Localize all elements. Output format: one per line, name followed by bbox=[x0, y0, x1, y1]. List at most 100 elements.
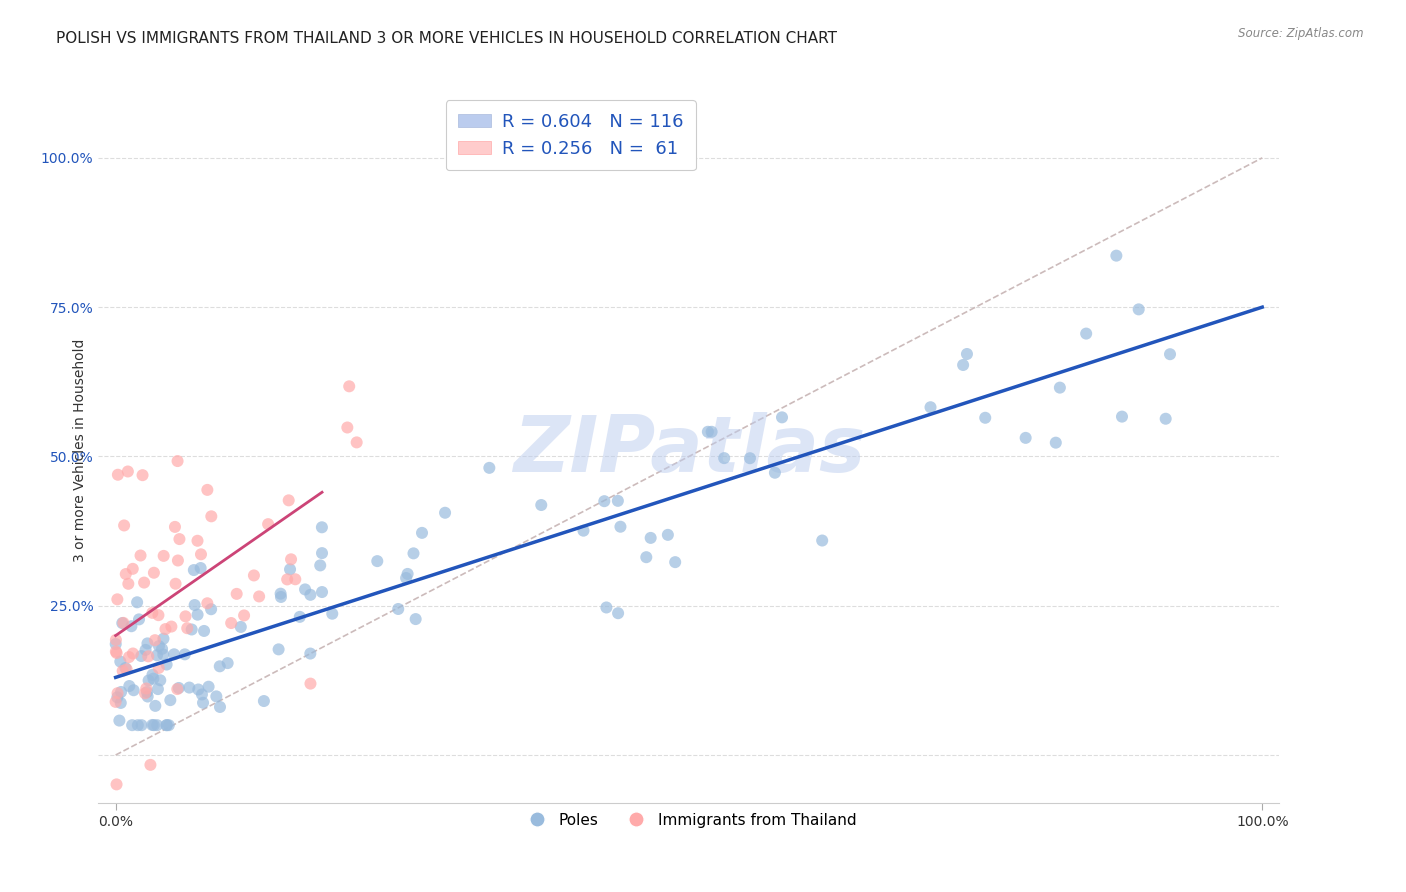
Point bbox=[530, 498, 553, 512]
Point bbox=[770, 410, 793, 425]
Point bbox=[1049, 381, 1071, 395]
Point bbox=[121, 562, 143, 576]
Point bbox=[179, 681, 201, 695]
Point bbox=[1014, 431, 1036, 445]
Point bbox=[336, 420, 359, 434]
Point bbox=[166, 454, 188, 468]
Point bbox=[136, 685, 159, 699]
Point bbox=[141, 667, 163, 681]
Point bbox=[136, 649, 159, 664]
Point bbox=[148, 608, 170, 623]
Point bbox=[763, 466, 786, 480]
Point bbox=[294, 582, 316, 597]
Point bbox=[160, 619, 183, 633]
Point bbox=[257, 517, 280, 532]
Point bbox=[225, 587, 247, 601]
Point bbox=[111, 616, 134, 631]
Point bbox=[129, 648, 152, 663]
Point bbox=[167, 681, 190, 695]
Point bbox=[311, 585, 333, 599]
Point bbox=[195, 483, 218, 497]
Point bbox=[152, 632, 174, 646]
Point bbox=[402, 546, 425, 560]
Point bbox=[233, 608, 256, 623]
Point bbox=[139, 757, 162, 772]
Point bbox=[107, 686, 129, 700]
Point bbox=[191, 688, 214, 702]
Point bbox=[186, 533, 208, 548]
Point bbox=[142, 566, 165, 580]
Point bbox=[117, 576, 139, 591]
Point bbox=[337, 379, 360, 393]
Point bbox=[131, 468, 153, 483]
Point bbox=[146, 648, 169, 663]
Point bbox=[146, 718, 169, 732]
Point bbox=[607, 606, 630, 620]
Point bbox=[105, 646, 128, 660]
Point bbox=[112, 615, 135, 630]
Point bbox=[148, 639, 170, 653]
Point bbox=[112, 518, 135, 533]
Point bbox=[105, 690, 128, 705]
Text: POLISH VS IMMIGRANTS FROM THAILAND 3 OR MORE VEHICLES IN HOUSEHOLD CORRELATION C: POLISH VS IMMIGRANTS FROM THAILAND 3 OR … bbox=[56, 31, 837, 46]
Point bbox=[434, 506, 457, 520]
Text: Source: ZipAtlas.com: Source: ZipAtlas.com bbox=[1239, 27, 1364, 40]
Point bbox=[108, 714, 131, 728]
Point bbox=[309, 558, 332, 573]
Point bbox=[155, 718, 177, 732]
Point bbox=[288, 610, 311, 624]
Legend: Poles, Immigrants from Thailand: Poles, Immigrants from Thailand bbox=[516, 806, 862, 834]
Point bbox=[141, 606, 163, 620]
Point bbox=[157, 718, 180, 732]
Point bbox=[1111, 409, 1133, 424]
Point bbox=[105, 777, 128, 791]
Point bbox=[104, 695, 127, 709]
Point bbox=[270, 590, 292, 604]
Point bbox=[135, 681, 157, 696]
Point bbox=[219, 615, 242, 630]
Point bbox=[105, 592, 128, 607]
Point bbox=[176, 621, 198, 635]
Point bbox=[974, 410, 997, 425]
Point bbox=[1159, 347, 1181, 361]
Point bbox=[700, 425, 723, 439]
Point bbox=[395, 571, 418, 585]
Point bbox=[956, 347, 979, 361]
Point bbox=[284, 572, 307, 586]
Point bbox=[114, 661, 136, 675]
Point bbox=[299, 588, 322, 602]
Point bbox=[572, 524, 595, 538]
Point bbox=[277, 493, 299, 508]
Point bbox=[115, 662, 138, 676]
Point bbox=[346, 435, 368, 450]
Point bbox=[104, 637, 127, 651]
Y-axis label: 3 or more Vehicles in Household: 3 or more Vehicles in Household bbox=[73, 339, 87, 562]
Point bbox=[169, 532, 191, 546]
Point bbox=[142, 718, 165, 732]
Point bbox=[136, 636, 159, 650]
Point bbox=[166, 682, 188, 697]
Point bbox=[111, 664, 134, 678]
Point bbox=[148, 661, 170, 675]
Point bbox=[1045, 435, 1067, 450]
Point bbox=[165, 576, 187, 591]
Point bbox=[405, 612, 427, 626]
Point bbox=[122, 647, 145, 661]
Point bbox=[135, 643, 157, 657]
Point bbox=[190, 547, 212, 561]
Point bbox=[609, 519, 631, 533]
Point bbox=[311, 520, 333, 534]
Point bbox=[411, 525, 433, 540]
Point bbox=[478, 460, 501, 475]
Point bbox=[128, 612, 150, 626]
Point bbox=[122, 683, 145, 698]
Point bbox=[146, 682, 169, 697]
Text: ZIPatlas: ZIPatlas bbox=[513, 412, 865, 489]
Point bbox=[280, 552, 302, 566]
Point bbox=[155, 622, 177, 636]
Point bbox=[366, 554, 388, 568]
Point bbox=[159, 693, 181, 707]
Point bbox=[636, 550, 658, 565]
Point bbox=[1076, 326, 1098, 341]
Point bbox=[267, 642, 290, 657]
